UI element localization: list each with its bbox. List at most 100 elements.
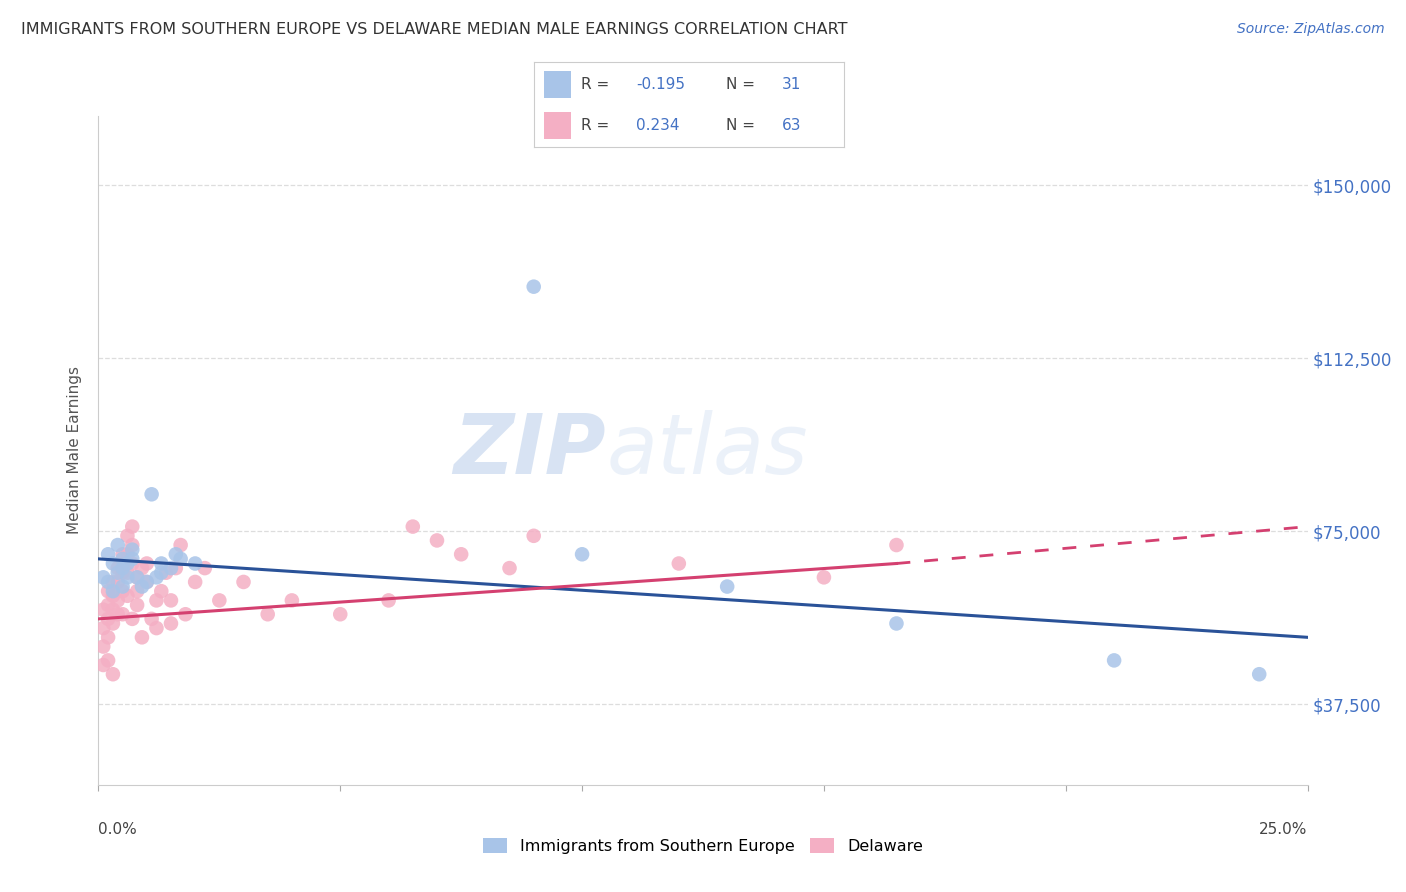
Point — [117, 529, 139, 543]
Point — [426, 533, 449, 548]
Text: N =: N = — [725, 77, 755, 92]
Point — [135, 574, 157, 589]
Point — [150, 566, 173, 580]
Point — [97, 612, 120, 626]
Point — [127, 570, 149, 584]
Point — [111, 547, 134, 561]
Point — [127, 584, 149, 599]
Point — [101, 557, 124, 571]
Text: 63: 63 — [782, 118, 801, 133]
Point — [111, 580, 134, 594]
Point — [155, 566, 177, 580]
Point — [91, 621, 114, 635]
Point — [498, 561, 520, 575]
Point — [165, 561, 187, 575]
Point — [121, 538, 143, 552]
Point — [117, 557, 139, 571]
Point — [121, 557, 143, 571]
Point — [169, 538, 191, 552]
Point — [1249, 667, 1271, 681]
Point — [165, 547, 187, 561]
Point — [145, 621, 167, 635]
Point — [101, 574, 124, 589]
Point — [111, 561, 134, 575]
Point — [377, 593, 399, 607]
Point — [135, 574, 157, 589]
Point — [91, 658, 114, 673]
Point — [97, 584, 120, 599]
Point — [886, 538, 908, 552]
Point — [117, 589, 139, 603]
Point — [131, 580, 153, 594]
Point — [256, 607, 278, 622]
Text: 0.0%: 0.0% — [98, 822, 138, 837]
Point — [117, 547, 139, 561]
Point — [150, 557, 173, 571]
Point — [141, 487, 163, 501]
Point — [131, 561, 153, 575]
Point — [1102, 653, 1125, 667]
Point — [571, 547, 593, 561]
Y-axis label: Median Male Earnings: Median Male Earnings — [67, 367, 83, 534]
Point — [97, 653, 120, 667]
Text: 31: 31 — [782, 77, 801, 92]
Point — [121, 542, 143, 557]
Point — [450, 547, 472, 561]
Point — [141, 612, 163, 626]
Point — [91, 640, 114, 654]
Point — [117, 566, 139, 580]
Point — [131, 630, 153, 644]
Point — [101, 616, 124, 631]
Point — [145, 570, 167, 584]
Point — [101, 602, 124, 616]
Point — [91, 570, 114, 584]
Point — [160, 616, 183, 631]
Point — [121, 612, 143, 626]
Bar — [544, 112, 571, 139]
Point — [107, 607, 129, 622]
Point — [174, 607, 197, 622]
Point — [107, 593, 129, 607]
Point — [111, 584, 134, 599]
Text: -0.195: -0.195 — [637, 77, 685, 92]
Point — [101, 667, 124, 681]
Point — [101, 589, 124, 603]
Bar — [544, 71, 571, 98]
Text: ZIP: ZIP — [454, 410, 606, 491]
Point — [121, 552, 143, 566]
Point — [208, 593, 231, 607]
Point — [145, 593, 167, 607]
Point — [160, 593, 183, 607]
Point — [184, 574, 207, 589]
Point — [111, 607, 134, 622]
Point — [107, 574, 129, 589]
Point — [194, 561, 217, 575]
Point — [184, 557, 207, 571]
Point — [97, 630, 120, 644]
Text: 0.234: 0.234 — [637, 118, 681, 133]
Point — [813, 570, 835, 584]
Text: Source: ZipAtlas.com: Source: ZipAtlas.com — [1237, 22, 1385, 37]
Point — [97, 598, 120, 612]
Point — [111, 566, 134, 580]
Point — [97, 574, 120, 589]
Text: IMMIGRANTS FROM SOUTHERN EUROPE VS DELAWARE MEDIAN MALE EARNINGS CORRELATION CHA: IMMIGRANTS FROM SOUTHERN EUROPE VS DELAW… — [21, 22, 848, 37]
Text: 25.0%: 25.0% — [1260, 822, 1308, 837]
Point — [111, 552, 134, 566]
Point — [150, 584, 173, 599]
Point — [135, 557, 157, 571]
Point — [716, 580, 738, 594]
Point — [97, 547, 120, 561]
Text: R =: R = — [581, 77, 609, 92]
Point — [523, 279, 546, 293]
Text: R =: R = — [581, 118, 609, 133]
Point — [886, 616, 908, 631]
Point — [523, 529, 546, 543]
Point — [101, 584, 124, 599]
Point — [169, 552, 191, 566]
Text: atlas: atlas — [606, 410, 808, 491]
Point — [402, 519, 425, 533]
Text: N =: N = — [725, 118, 755, 133]
Point — [117, 570, 139, 584]
Point — [107, 538, 129, 552]
